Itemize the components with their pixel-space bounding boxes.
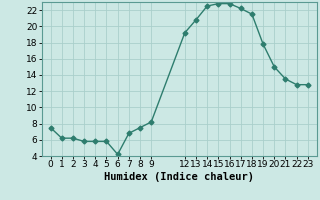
X-axis label: Humidex (Indice chaleur): Humidex (Indice chaleur) <box>104 172 254 182</box>
